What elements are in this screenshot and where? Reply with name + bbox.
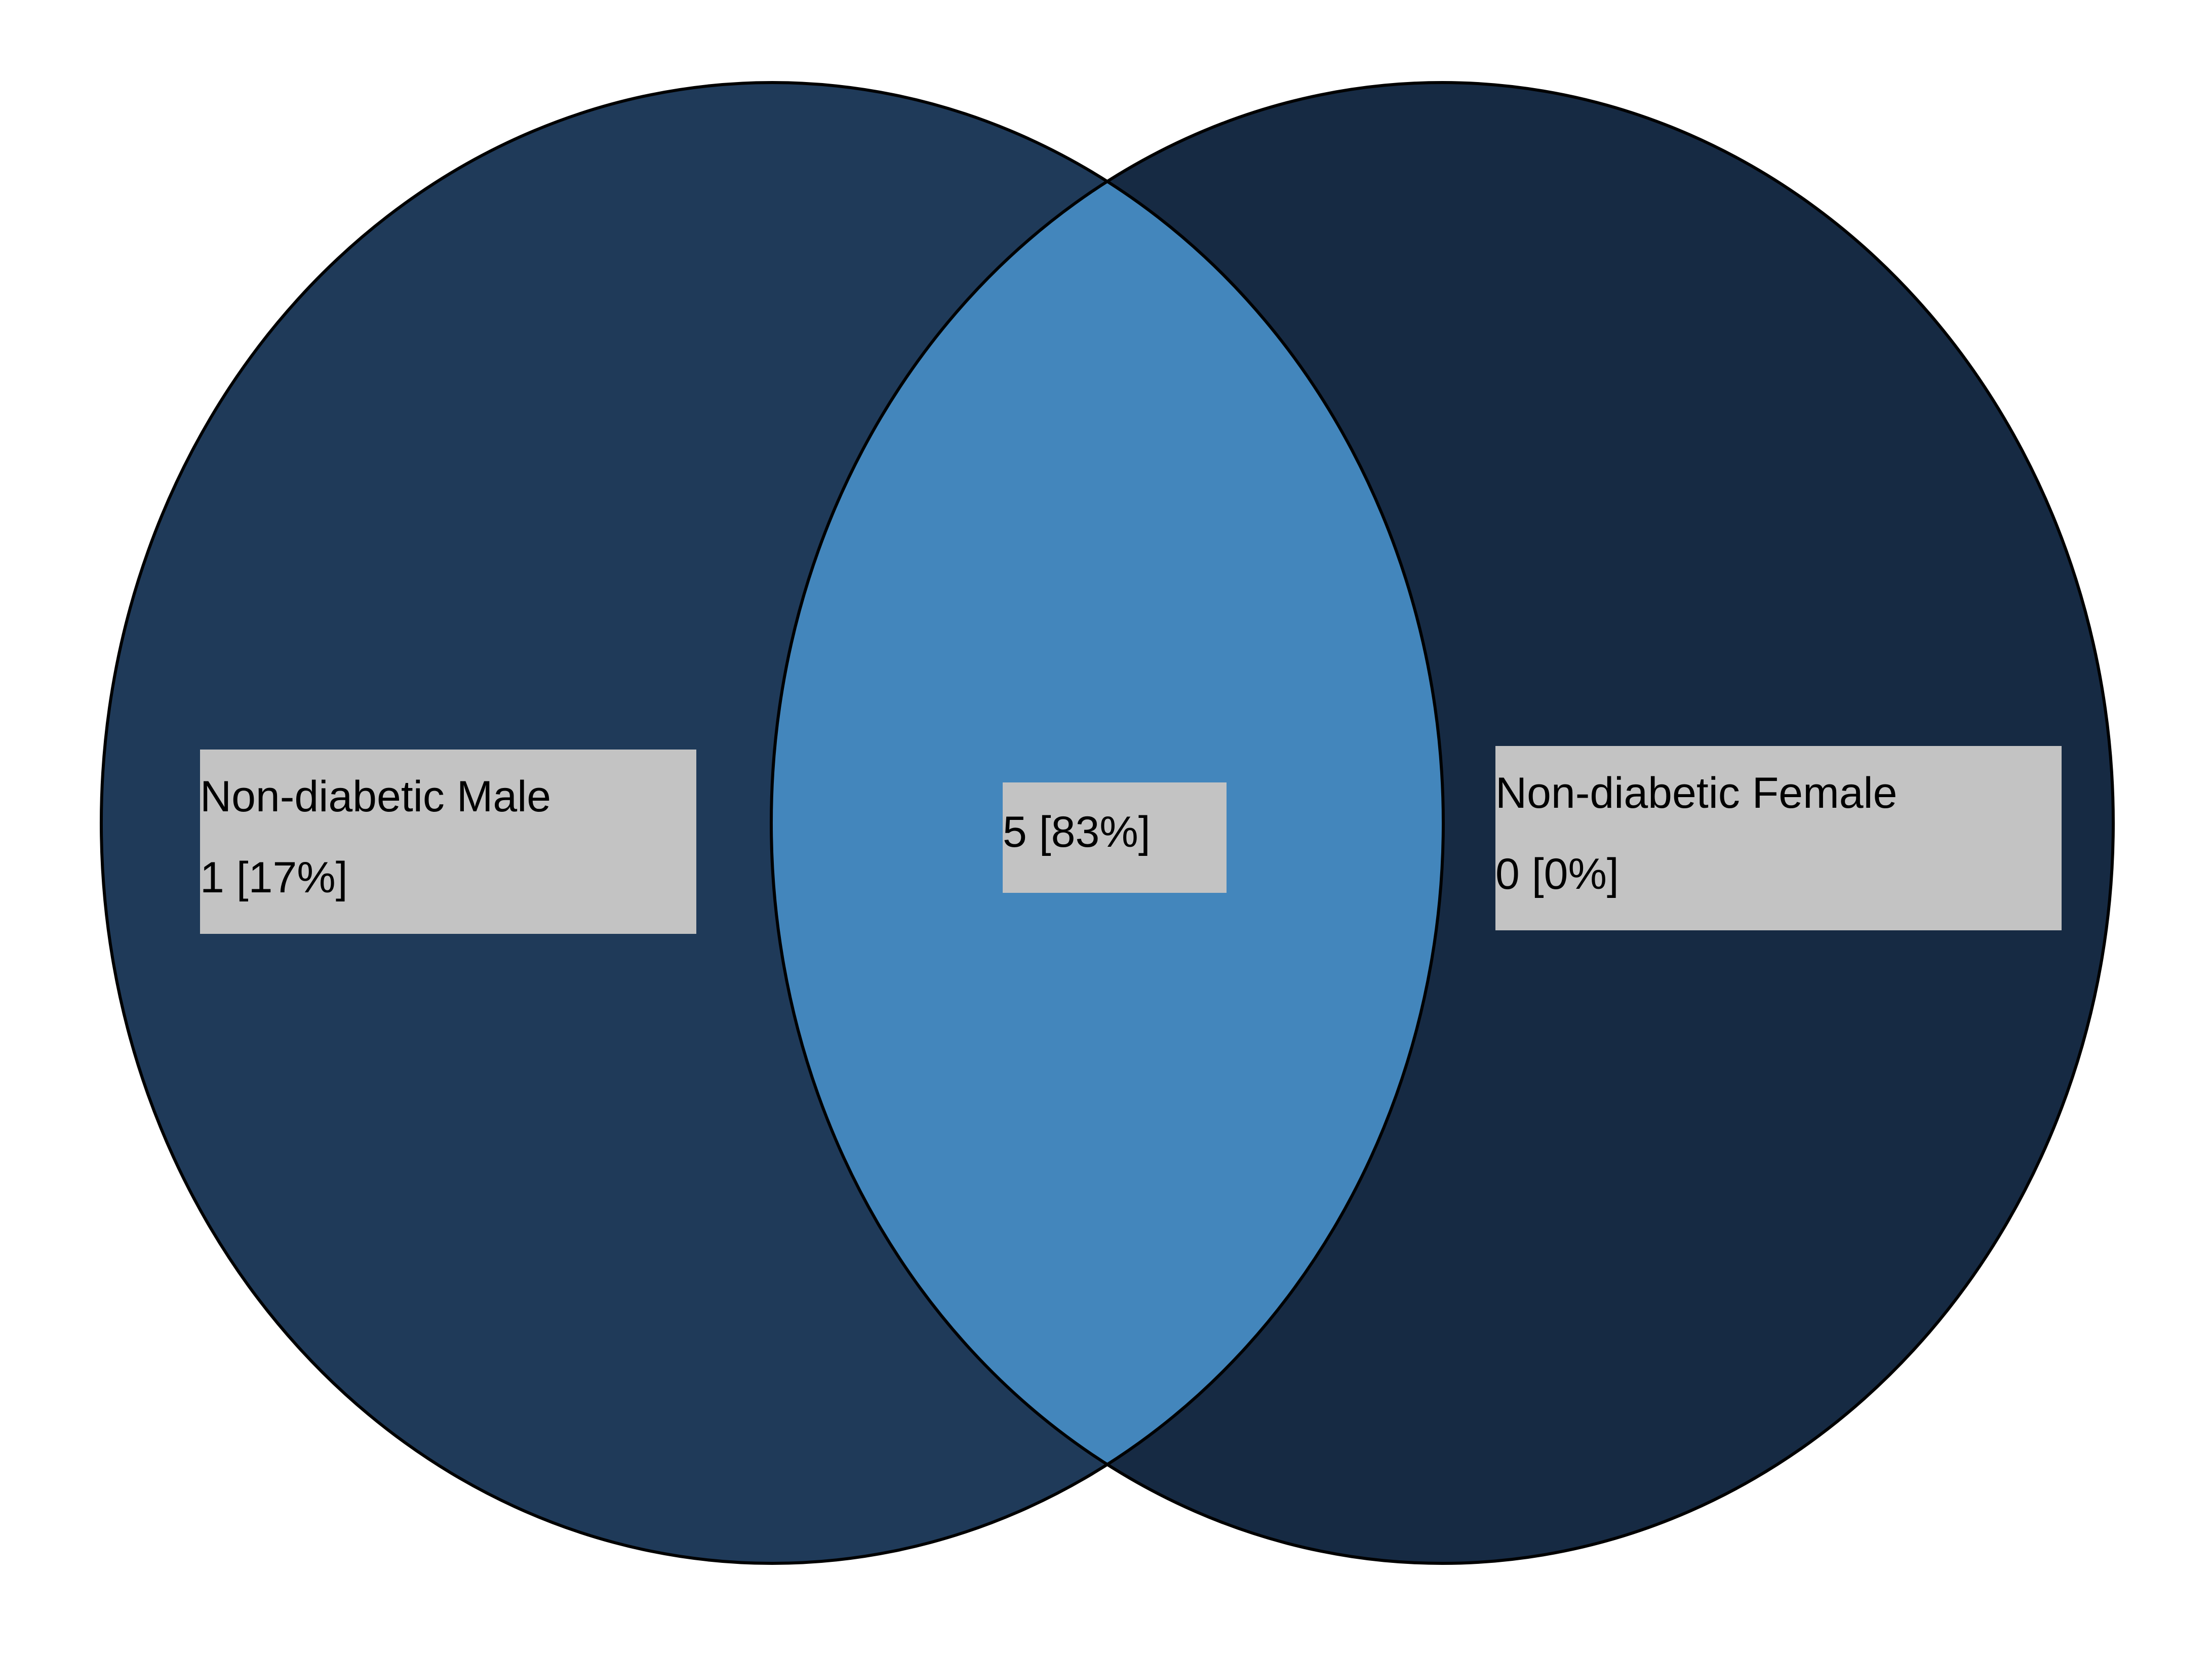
set-left-name: Non-diabetic Male: [200, 772, 551, 821]
set-left-value: 1 [17%]: [200, 853, 348, 902]
set-right-name: Non-diabetic Female: [1495, 769, 1898, 817]
set-right-outline: [770, 81, 2115, 1565]
overlap-label: 5 [83%]: [1003, 782, 1227, 893]
set-right-label: Non-diabetic Female 0 [0%]: [1495, 746, 2062, 930]
set-left-label: Non-diabetic Male 1 [17%]: [200, 750, 696, 934]
set-left-outline: [100, 81, 1445, 1565]
overlap-value: 5 [83%]: [1003, 808, 1151, 856]
set-right-value: 0 [0%]: [1495, 850, 1619, 898]
